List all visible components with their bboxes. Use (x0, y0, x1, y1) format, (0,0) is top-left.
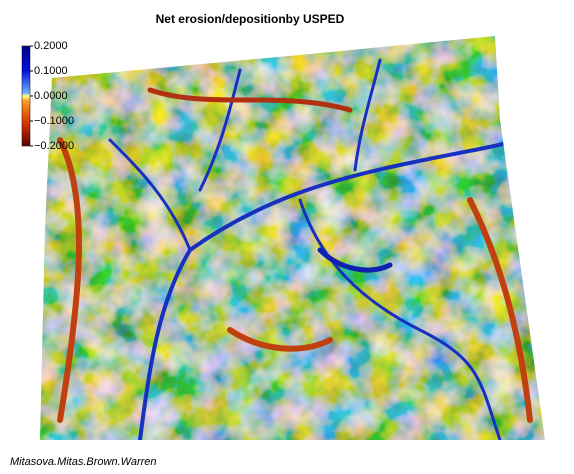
legend-tick-label: 0.2000 (34, 40, 68, 52)
legend-tick-label: 0.0000 (34, 90, 68, 102)
color-bar (22, 46, 30, 146)
legend-tick-label: −0.1000 (34, 115, 74, 127)
title: Net erosion/depositionby USPED (156, 12, 345, 26)
legend-tick-label: −0.2000 (34, 140, 74, 152)
legend-tick-label: 0.1000 (34, 65, 68, 77)
page: Net erosion/depositionby USPED 0.2000 0.1… (0, 0, 574, 469)
credit: Mitasova.Mitas.Brown.Warren (10, 456, 157, 468)
terrain-render (30, 30, 550, 450)
